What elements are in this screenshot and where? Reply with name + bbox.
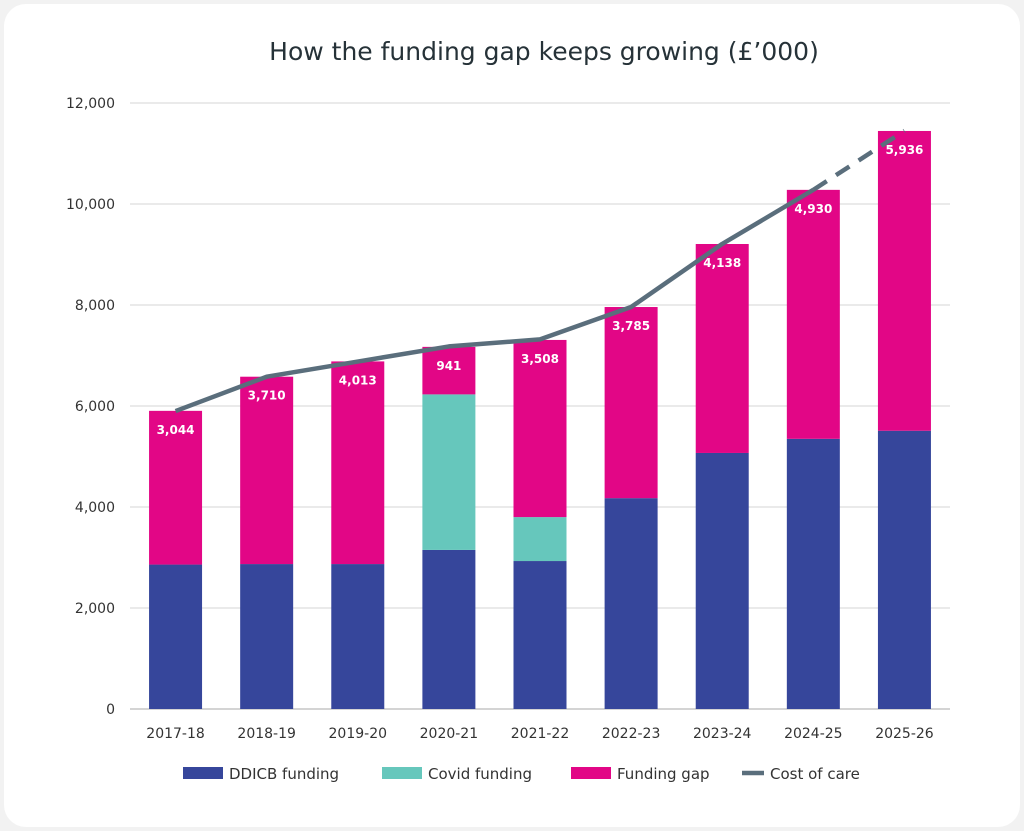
x-tick-label: 2020-21 — [420, 726, 479, 742]
data-label: 3,044 — [157, 423, 195, 437]
x-tick-label: 2017-18 — [146, 726, 205, 742]
data-label: 3,508 — [521, 352, 559, 366]
y-tick-label: 0 — [106, 702, 115, 718]
bar-ddicb-funding — [331, 564, 385, 709]
bar-funding-gap — [604, 307, 658, 499]
legend-label: Cost of care — [770, 765, 860, 783]
x-tick-label: 2024-25 — [784, 726, 843, 742]
bar-ddicb-funding — [422, 549, 476, 709]
bar-ddicb-funding — [786, 438, 840, 709]
bar-covid-funding — [513, 517, 567, 562]
legend-label: DDICB funding — [229, 765, 339, 783]
data-label: 941 — [436, 359, 461, 373]
bar-ddicb-funding — [877, 430, 931, 709]
legend-swatch — [571, 767, 611, 779]
data-label: 5,936 — [885, 143, 923, 157]
y-tick-label: 12,000 — [66, 96, 115, 112]
x-tick-label: 2021-22 — [511, 726, 570, 742]
bar-funding-gap — [786, 189, 840, 439]
data-label: 3,710 — [248, 389, 286, 403]
legend-swatch — [382, 767, 422, 779]
legend-label: Funding gap — [617, 765, 710, 783]
bar-funding-gap — [513, 339, 567, 518]
data-label: 4,138 — [703, 256, 741, 270]
y-tick-label: 10,000 — [66, 197, 115, 213]
cost-of-care-line — [174, 187, 815, 414]
bar-funding-gap — [240, 376, 294, 565]
legend-label: Covid funding — [428, 765, 532, 783]
data-label: 3,785 — [612, 319, 650, 333]
bar-funding-gap — [422, 346, 476, 395]
x-tick-label: 2022-23 — [602, 726, 661, 742]
bar-funding-gap — [331, 361, 385, 565]
bar-funding-gap — [695, 243, 749, 453]
legend-swatch — [183, 767, 223, 779]
chart-title: How the funding gap keeps growing (£’000… — [269, 37, 819, 66]
bar-ddicb-funding — [149, 564, 203, 709]
bar-funding-gap — [877, 130, 931, 431]
bar-ddicb-funding — [513, 561, 567, 709]
bar-funding-gap — [149, 410, 203, 565]
data-label: 4,930 — [794, 202, 832, 216]
bar-ddicb-funding — [240, 564, 294, 709]
bar-ddicb-funding — [604, 498, 658, 709]
bar-covid-funding — [422, 394, 476, 550]
x-tick-label: 2019-20 — [329, 726, 388, 742]
x-tick-label: 2018-19 — [237, 726, 296, 742]
y-tick-label: 8,000 — [75, 298, 115, 314]
x-tick-label: 2023-24 — [693, 726, 752, 742]
y-tick-label: 4,000 — [75, 500, 115, 516]
bar-ddicb-funding — [695, 452, 749, 709]
y-tick-label: 2,000 — [75, 601, 115, 617]
data-label: 4,013 — [339, 373, 377, 387]
x-tick-label: 2025-26 — [875, 726, 934, 742]
cost-of-care-projection-line — [812, 128, 906, 192]
y-tick-label: 6,000 — [75, 399, 115, 415]
